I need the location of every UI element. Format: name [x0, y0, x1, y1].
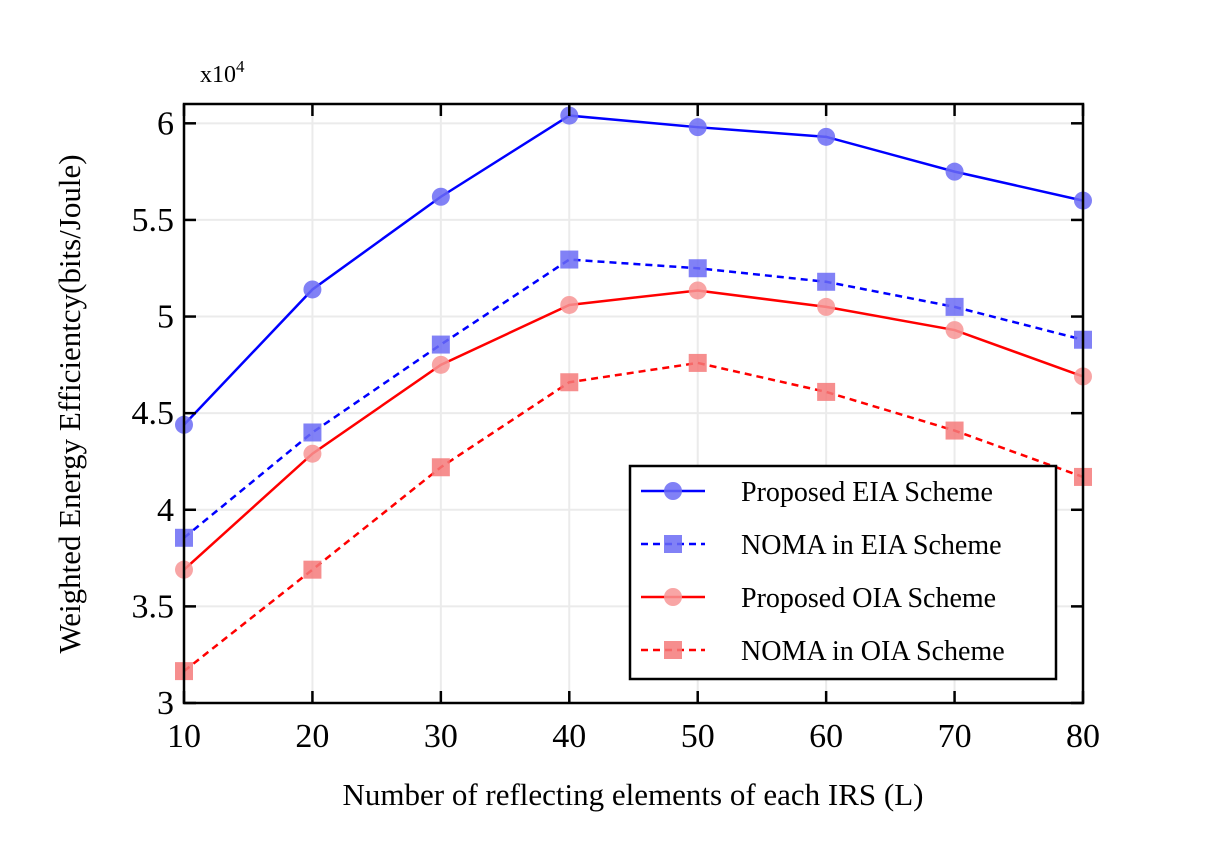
data-point-square	[817, 382, 836, 401]
series-proposed-eia-scheme	[175, 106, 1092, 434]
y-tick-label: 5.5	[132, 202, 175, 239]
data-point-circle	[688, 281, 707, 300]
data-point-square	[303, 423, 322, 442]
data-point-square	[688, 259, 707, 278]
data-point-square	[560, 373, 579, 392]
ticks: 10 20 30 40 50 60 70 80 3 3.5 4 4.5 5 5.5 6	[132, 104, 1100, 755]
data-point-square	[431, 458, 450, 477]
y-tick-label: 4	[157, 492, 174, 529]
data-point-square	[945, 421, 964, 440]
data-point-circle	[817, 297, 836, 316]
data-point-square	[664, 641, 682, 659]
y-axis-label: Weighted Energy Efficientcy(bits/Joule)	[52, 154, 87, 653]
legend: Proposed EIA Scheme NOMA in EIA Scheme Pro…	[628, 464, 1058, 681]
data-point-square	[303, 560, 322, 579]
y-multiplier: x104	[200, 57, 245, 88]
x-tick-label: 70	[938, 718, 972, 755]
data-point-circle	[688, 118, 707, 137]
series-line	[183, 289, 1084, 571]
series-noma-in-oia-scheme	[175, 353, 1092, 681]
y-tick-label: 6	[157, 105, 174, 142]
y-tick-label: 4.5	[132, 395, 175, 432]
data-point-circle	[945, 162, 964, 181]
y-tick-label: 3.5	[132, 588, 175, 625]
legend-entry: Proposed EIA Scheme	[641, 477, 993, 508]
data-point-circle	[431, 355, 450, 374]
legend-entry: NOMA in OIA Scheme	[641, 636, 1005, 667]
x-tick-label: 50	[681, 718, 715, 755]
data-point-circle	[817, 127, 836, 146]
data-point-square	[688, 353, 707, 372]
y-tick-label: 3	[157, 685, 174, 722]
x-tick-label: 60	[809, 718, 843, 755]
plot-frame	[182, 102, 1085, 705]
data-point-square	[560, 250, 579, 269]
x-tick-label: 20	[295, 718, 329, 755]
data-point-circle	[664, 588, 682, 606]
data-point-square	[945, 297, 964, 316]
y-tick-label: 5	[157, 299, 174, 336]
data-point-circle	[560, 295, 579, 314]
series-line	[183, 114, 1084, 426]
legend-entry: Proposed OIA Scheme	[641, 583, 996, 614]
x-tick-label: 10	[167, 718, 201, 755]
legend-label: Proposed OIA Scheme	[741, 583, 996, 614]
series-group	[175, 106, 1092, 681]
data-point-circle	[664, 482, 682, 500]
x-tick-label: 80	[1066, 718, 1100, 755]
series-line	[183, 361, 1084, 673]
legend-entry: NOMA in EIA Scheme	[641, 530, 1002, 561]
legend-box	[628, 464, 1058, 681]
legend-label: NOMA in EIA Scheme	[741, 530, 1002, 561]
x-tick-label: 30	[424, 718, 458, 755]
data-point-circle	[303, 280, 322, 299]
series-line	[183, 258, 1084, 539]
data-point-circle	[945, 321, 964, 340]
data-point-circle	[431, 187, 450, 206]
data-point-square	[817, 272, 836, 291]
data-point-square	[664, 535, 682, 553]
data-point-square	[431, 335, 450, 354]
legend-label: Proposed EIA Scheme	[741, 477, 993, 508]
x-axis-label: Number of reflecting elements of each IR…	[342, 777, 923, 812]
legend-label: NOMA in OIA Scheme	[741, 636, 1005, 667]
grid	[183, 104, 1084, 704]
data-point-circle	[303, 444, 322, 463]
x-tick-label: 40	[552, 718, 586, 755]
